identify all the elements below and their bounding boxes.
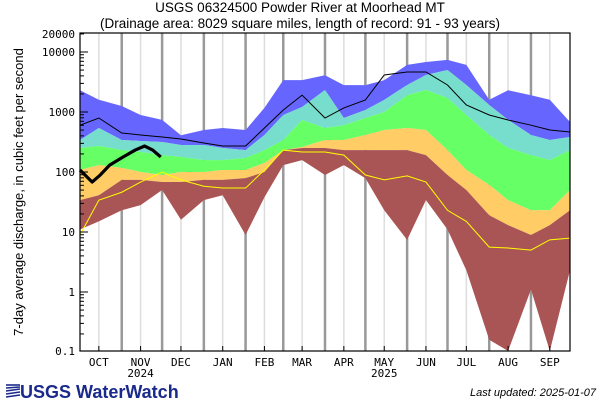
y-tick-label: 100 — [55, 166, 75, 179]
series-line — [79, 149, 571, 251]
y-tick-label: 10000 — [42, 46, 75, 59]
percentile-band — [80, 59, 570, 151]
percentile-band — [80, 128, 570, 236]
x-year-label: 2024 — [127, 367, 154, 380]
x-tick-label: DEC — [171, 356, 191, 369]
usgs-wave-icon — [5, 384, 21, 398]
logo-text: USGS WaterWatch — [20, 382, 179, 400]
x-tick-label: FEB — [254, 356, 274, 369]
y-tick-label: 1000 — [49, 106, 76, 119]
x-tick-label: OCT — [89, 356, 109, 369]
last-updated: Last updated: 2025-01-07 — [470, 387, 597, 399]
y-tick-label: 10 — [62, 226, 75, 239]
x-tick-label: MAR — [292, 356, 312, 369]
percentile-band — [80, 70, 570, 161]
current-discharge-line — [78, 144, 162, 184]
series-lines — [78, 71, 571, 251]
x-tick-label: NOV — [131, 356, 151, 369]
x-tick-label: APR — [334, 356, 354, 369]
y-axis-label: 7-day average discharge, in cubic feet p… — [11, 48, 26, 336]
x-tick-label: JUN — [416, 356, 436, 369]
percentile-band — [80, 89, 570, 211]
y-tick-label: 20000 — [42, 28, 75, 41]
chart-subtitle: (Drainage area: 8029 square miles, lengt… — [100, 16, 500, 31]
percentile-band — [80, 148, 570, 351]
chart-title: USGS 06324500 Powder River at Moorhead M… — [155, 0, 445, 15]
usgs-logo: USGS WaterWatch — [5, 382, 179, 400]
y-tick-label: 1 — [68, 286, 75, 299]
plot-frame — [79, 32, 571, 352]
y-axis: 20000 10000 1000 100 10 1 0.1 — [42, 28, 88, 358]
y-tick-label: 0.1 — [55, 345, 75, 358]
x-tick-label: JUL — [456, 356, 476, 369]
x-tick-label: JAN — [213, 356, 233, 369]
percentile-bands — [80, 59, 570, 351]
series-line — [79, 71, 571, 147]
x-year-label: 2025 — [371, 367, 398, 380]
x-tick-label: SEP — [540, 356, 560, 369]
x-tick-label: AUG — [498, 356, 518, 369]
x-tick-label: MAY — [374, 356, 394, 369]
